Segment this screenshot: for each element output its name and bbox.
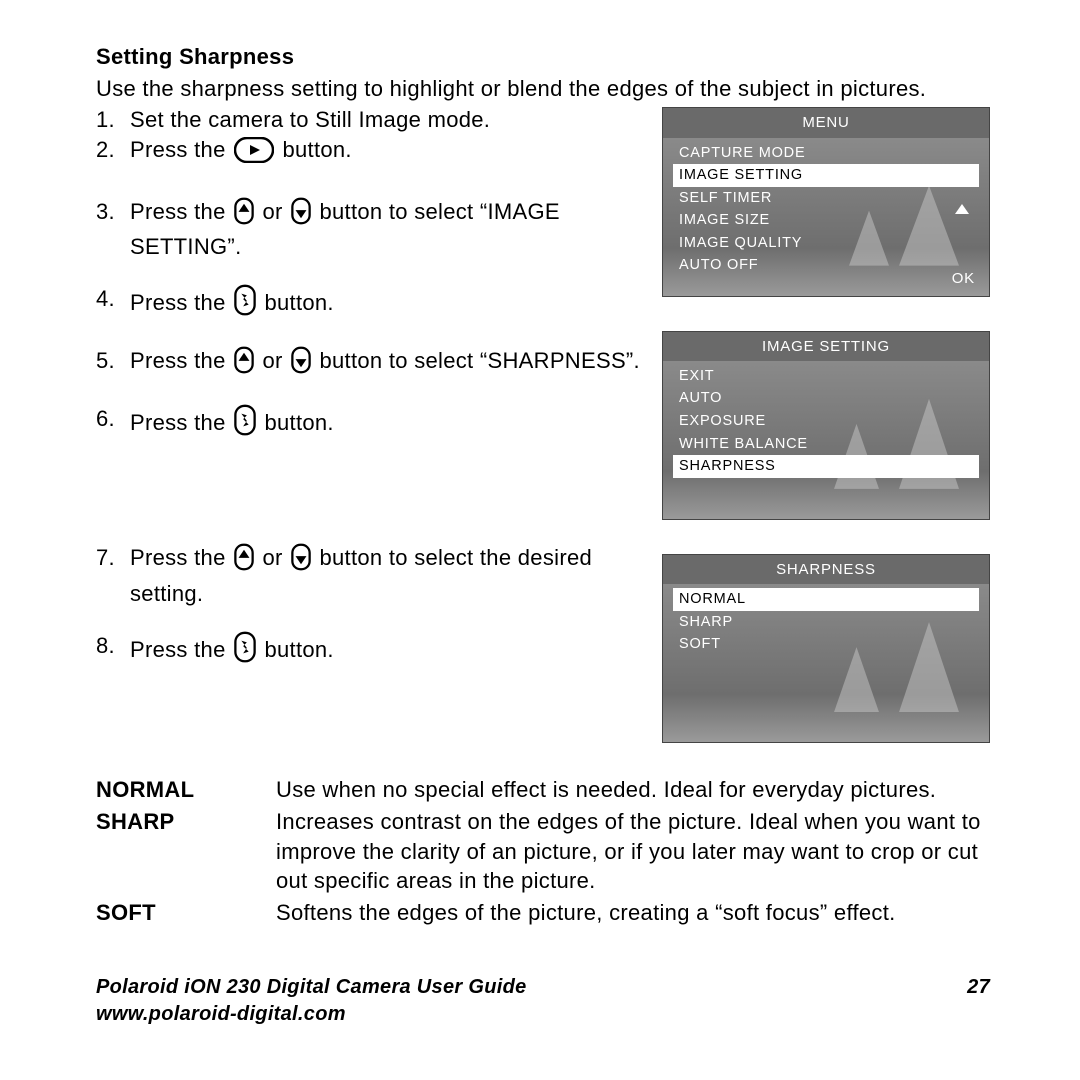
definition-desc: Increases contrast on the edges of the p… <box>276 807 990 896</box>
lcd-menu-item: AUTO <box>673 387 979 410</box>
lcd-menu-item: IMAGE SIZE <box>673 209 979 232</box>
lcd1-items: CAPTURE MODEIMAGE SETTINGSELF TIMERIMAGE… <box>673 142 979 277</box>
step-4: Press the button. <box>96 284 640 324</box>
lcd-menu-item: AUTO OFF <box>673 254 979 277</box>
enter-icon <box>234 284 256 324</box>
lcd-menu-item: SHARP <box>673 611 979 634</box>
enter-icon <box>234 404 256 444</box>
lcd-menu-screenshot: MENU CAPTURE MODEIMAGE SETTINGSELF TIMER… <box>662 107 990 296</box>
lcd-title: SHARPNESS <box>663 555 989 584</box>
up-icon <box>234 543 254 579</box>
lcd-sharpness-screenshot: SHARPNESS NORMALSHARPSOFT <box>662 554 990 743</box>
lcd-menu-item: IMAGE QUALITY <box>673 232 979 255</box>
section-heading: Setting Sharpness <box>96 42 990 72</box>
lcd-menu-item: SOFT <box>673 633 979 656</box>
definitions-table: NORMALUse when no special effect is need… <box>96 775 990 927</box>
lcd-title: IMAGE SETTING <box>663 332 989 361</box>
definition-desc: Use when no special effect is needed. Id… <box>276 775 990 805</box>
down-icon <box>291 346 311 382</box>
lcd-menu-item: EXIT <box>673 365 979 388</box>
lcd-menu-item: EXPOSURE <box>673 410 979 433</box>
step-5: Press the or button to select “SHARPNESS… <box>96 346 640 382</box>
step-8: Press the button. <box>96 631 640 671</box>
enter-icon <box>234 631 256 671</box>
footer-title: Polaroid iON 230 Digital Camera User Gui… <box>96 974 527 1001</box>
step-2: Press the button. <box>96 135 640 171</box>
step-6: Press the button. <box>96 404 640 444</box>
step-3: Press the or button to select “IMAGE SET… <box>96 197 640 262</box>
step-7: Press the or button to select the desire… <box>96 543 640 608</box>
lcd3-items: NORMALSHARPSOFT <box>673 588 979 656</box>
lcd-ok-label: OK <box>952 269 975 289</box>
steps-column: Set the camera to Still Image mode. Pres… <box>96 105 640 743</box>
lcd-menu-item: SHARPNESS <box>673 455 979 478</box>
definition-row: SHARPIncreases contrast on the edges of … <box>96 807 990 896</box>
page-footer: Polaroid iON 230 Digital Camera User Gui… <box>96 974 990 1028</box>
definition-desc: Softens the edges of the picture, creati… <box>276 898 990 928</box>
definition-term: SHARP <box>96 807 276 896</box>
up-icon <box>234 197 254 233</box>
definition-term: SOFT <box>96 898 276 928</box>
step-1: Set the camera to Still Image mode. <box>96 105 640 135</box>
down-icon <box>291 197 311 233</box>
up-icon <box>234 346 254 382</box>
lcd-menu-item: CAPTURE MODE <box>673 142 979 165</box>
lcd-image-setting-screenshot: IMAGE SETTING EXITAUTOEXPOSUREWHITE BALA… <box>662 331 990 520</box>
lcd-menu-item: NORMAL <box>673 588 979 611</box>
play-icon <box>234 137 274 171</box>
lcd2-items: EXITAUTOEXPOSUREWHITE BALANCESHARPNESS <box>673 365 979 478</box>
lcd-menu-item: SELF TIMER <box>673 187 979 210</box>
down-icon <box>291 543 311 579</box>
footer-url: www.polaroid-digital.com <box>96 1001 527 1028</box>
page-number: 27 <box>967 974 990 1028</box>
definition-row: SOFTSoftens the edges of the picture, cr… <box>96 898 990 928</box>
intro-text: Use the sharpness setting to highlight o… <box>96 74 990 104</box>
definition-term: NORMAL <box>96 775 276 805</box>
definition-row: NORMALUse when no special effect is need… <box>96 775 990 805</box>
lcd-menu-item: IMAGE SETTING <box>673 164 979 187</box>
lcd-title: MENU <box>663 108 989 137</box>
lcd-menu-item: WHITE BALANCE <box>673 433 979 456</box>
